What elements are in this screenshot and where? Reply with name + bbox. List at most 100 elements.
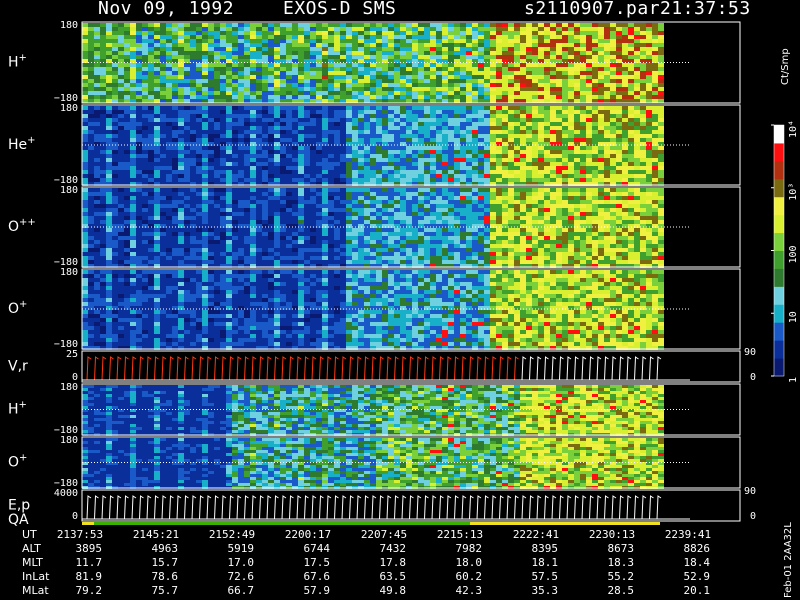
heatmap-cell	[418, 47, 424, 51]
heatmap-cell	[130, 114, 136, 118]
heatmap-cell	[148, 200, 154, 204]
heatmap-cell	[232, 154, 238, 158]
heatmap-cell	[256, 95, 262, 99]
heatmap-cell	[226, 67, 232, 71]
heatmap-cell	[538, 138, 544, 142]
heatmap-cell	[172, 75, 178, 79]
heatmap-cell	[460, 134, 466, 138]
heatmap-cell	[328, 232, 334, 236]
heatmap-cell	[436, 114, 442, 118]
heatmap-cell	[400, 166, 406, 170]
heatmap-cell	[322, 23, 328, 27]
heatmap-cell	[460, 150, 466, 154]
heatmap-cell	[478, 166, 484, 170]
heatmap-cell	[400, 200, 406, 204]
heatmap-cell	[502, 122, 508, 126]
heatmap-cell	[178, 188, 184, 192]
heatmap-cell	[250, 154, 256, 158]
heatmap-cell	[460, 110, 466, 114]
heatmap-cell	[550, 99, 556, 103]
heatmap-cell	[334, 208, 340, 212]
heatmap-cell	[580, 130, 586, 134]
heatmap-cell	[130, 252, 136, 256]
heatmap-cell	[376, 208, 382, 212]
heatmap-cell	[634, 118, 640, 122]
heatmap-cell	[400, 142, 406, 146]
heatmap-cell	[418, 71, 424, 75]
heatmap-cell	[562, 182, 568, 186]
heatmap-cell	[214, 240, 220, 244]
heatmap-cell	[298, 200, 304, 204]
heatmap-cell	[148, 23, 154, 27]
heatmap-cell	[376, 256, 382, 260]
heatmap-cell	[94, 87, 100, 91]
heatmap-cell	[106, 252, 112, 256]
heatmap-cell	[334, 248, 340, 252]
heatmap-cell	[298, 158, 304, 162]
heatmap-cell	[154, 126, 160, 130]
heatmap-cell	[142, 134, 148, 138]
heatmap-cell	[298, 224, 304, 228]
heatmap-cell	[316, 95, 322, 99]
heatmap-cell	[520, 146, 526, 150]
heatmap-cell	[232, 232, 238, 236]
heatmap-cell	[202, 166, 208, 170]
heatmap-cell	[118, 150, 124, 154]
heatmap-cell	[514, 182, 520, 186]
heatmap-cell	[340, 118, 346, 122]
heatmap-cell	[460, 23, 466, 27]
heatmap-cell	[472, 39, 478, 43]
heatmap-cell	[484, 91, 490, 95]
heatmap-cell	[442, 134, 448, 138]
heatmap-cell	[652, 106, 658, 110]
heatmap-cell	[478, 174, 484, 178]
heatmap-cell	[370, 232, 376, 236]
heatmap-cell	[238, 67, 244, 71]
heatmap-cell	[322, 204, 328, 208]
heatmap-cell	[592, 106, 598, 110]
heatmap-cell	[232, 39, 238, 43]
heatmap-cell	[250, 232, 256, 236]
heatmap-cell	[406, 162, 412, 166]
heatmap-cell	[244, 212, 250, 216]
heatmap-cell	[622, 158, 628, 162]
heatmap-cell	[502, 99, 508, 103]
heatmap-cell	[310, 63, 316, 67]
heatmap-cell	[556, 79, 562, 83]
heatmap-cell	[586, 95, 592, 99]
heatmap-cell	[322, 122, 328, 126]
heatmap-cell	[238, 236, 244, 240]
heatmap-cell	[526, 138, 532, 142]
heatmap-cell	[448, 95, 454, 99]
heatmap-cell	[232, 182, 238, 186]
heatmap-cell	[226, 31, 232, 35]
heatmap-cell	[622, 142, 628, 146]
heatmap-cell	[220, 55, 226, 59]
heatmap-cell	[340, 174, 346, 178]
heatmap-cell	[658, 59, 664, 63]
heatmap-cell	[202, 196, 208, 200]
heatmap-cell	[88, 220, 94, 224]
heatmap-cell	[562, 166, 568, 170]
heatmap-cell	[166, 162, 172, 166]
heatmap-cell	[280, 216, 286, 220]
heatmap-cell	[88, 91, 94, 95]
heatmap-cell	[88, 260, 94, 264]
heatmap-cell	[130, 71, 136, 75]
heatmap-cell	[478, 95, 484, 99]
heatmap-cell	[574, 91, 580, 95]
heatmap-cell	[286, 142, 292, 146]
heatmap-cell	[226, 196, 232, 200]
heatmap-cell	[568, 55, 574, 59]
heatmap-cell	[532, 87, 538, 91]
heatmap-cell	[214, 114, 220, 118]
heatmap-cell	[82, 178, 88, 182]
heatmap-cell	[478, 106, 484, 110]
heatmap-cell	[352, 39, 358, 43]
heatmap-cell	[304, 260, 310, 264]
heatmap-cell	[508, 47, 514, 51]
heatmap-cell	[580, 154, 586, 158]
heatmap-cell	[280, 240, 286, 244]
heatmap-cell	[262, 170, 268, 174]
heatmap-cell	[358, 154, 364, 158]
